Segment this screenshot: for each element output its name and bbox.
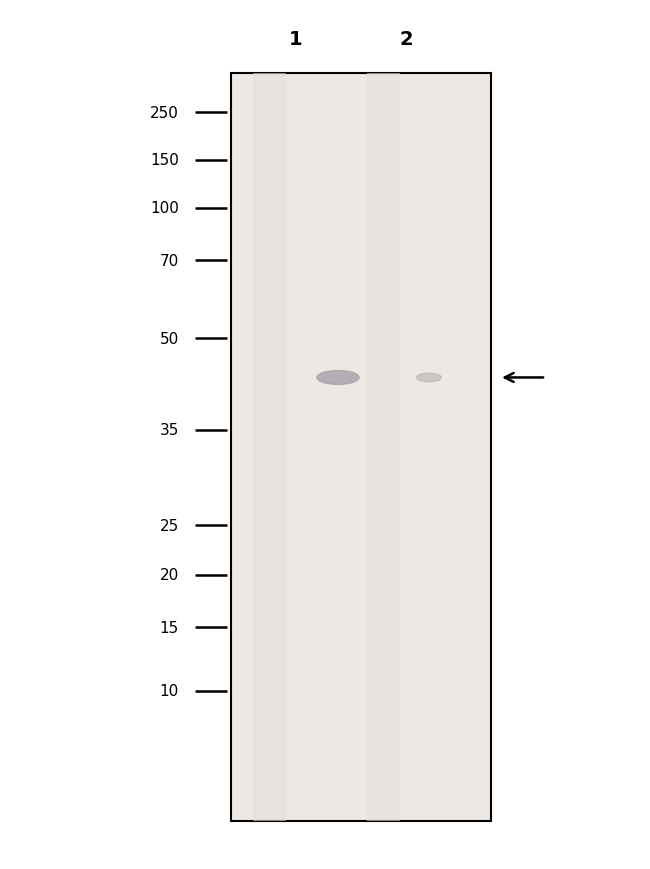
Ellipse shape (317, 371, 359, 385)
Bar (231, 74, 491, 821)
Text: 100: 100 (150, 201, 179, 216)
Text: 150: 150 (150, 153, 179, 169)
Text: 2: 2 (400, 30, 413, 49)
Ellipse shape (417, 374, 441, 382)
Text: 70: 70 (159, 253, 179, 269)
Bar (367, 74, 400, 821)
Text: 25: 25 (159, 518, 179, 534)
Text: 1: 1 (289, 30, 302, 49)
Text: 10: 10 (159, 683, 179, 699)
Text: 35: 35 (159, 422, 179, 438)
Bar (254, 74, 286, 821)
Text: 250: 250 (150, 105, 179, 121)
Text: 50: 50 (159, 331, 179, 347)
Text: 20: 20 (159, 567, 179, 583)
Text: 15: 15 (159, 620, 179, 635)
